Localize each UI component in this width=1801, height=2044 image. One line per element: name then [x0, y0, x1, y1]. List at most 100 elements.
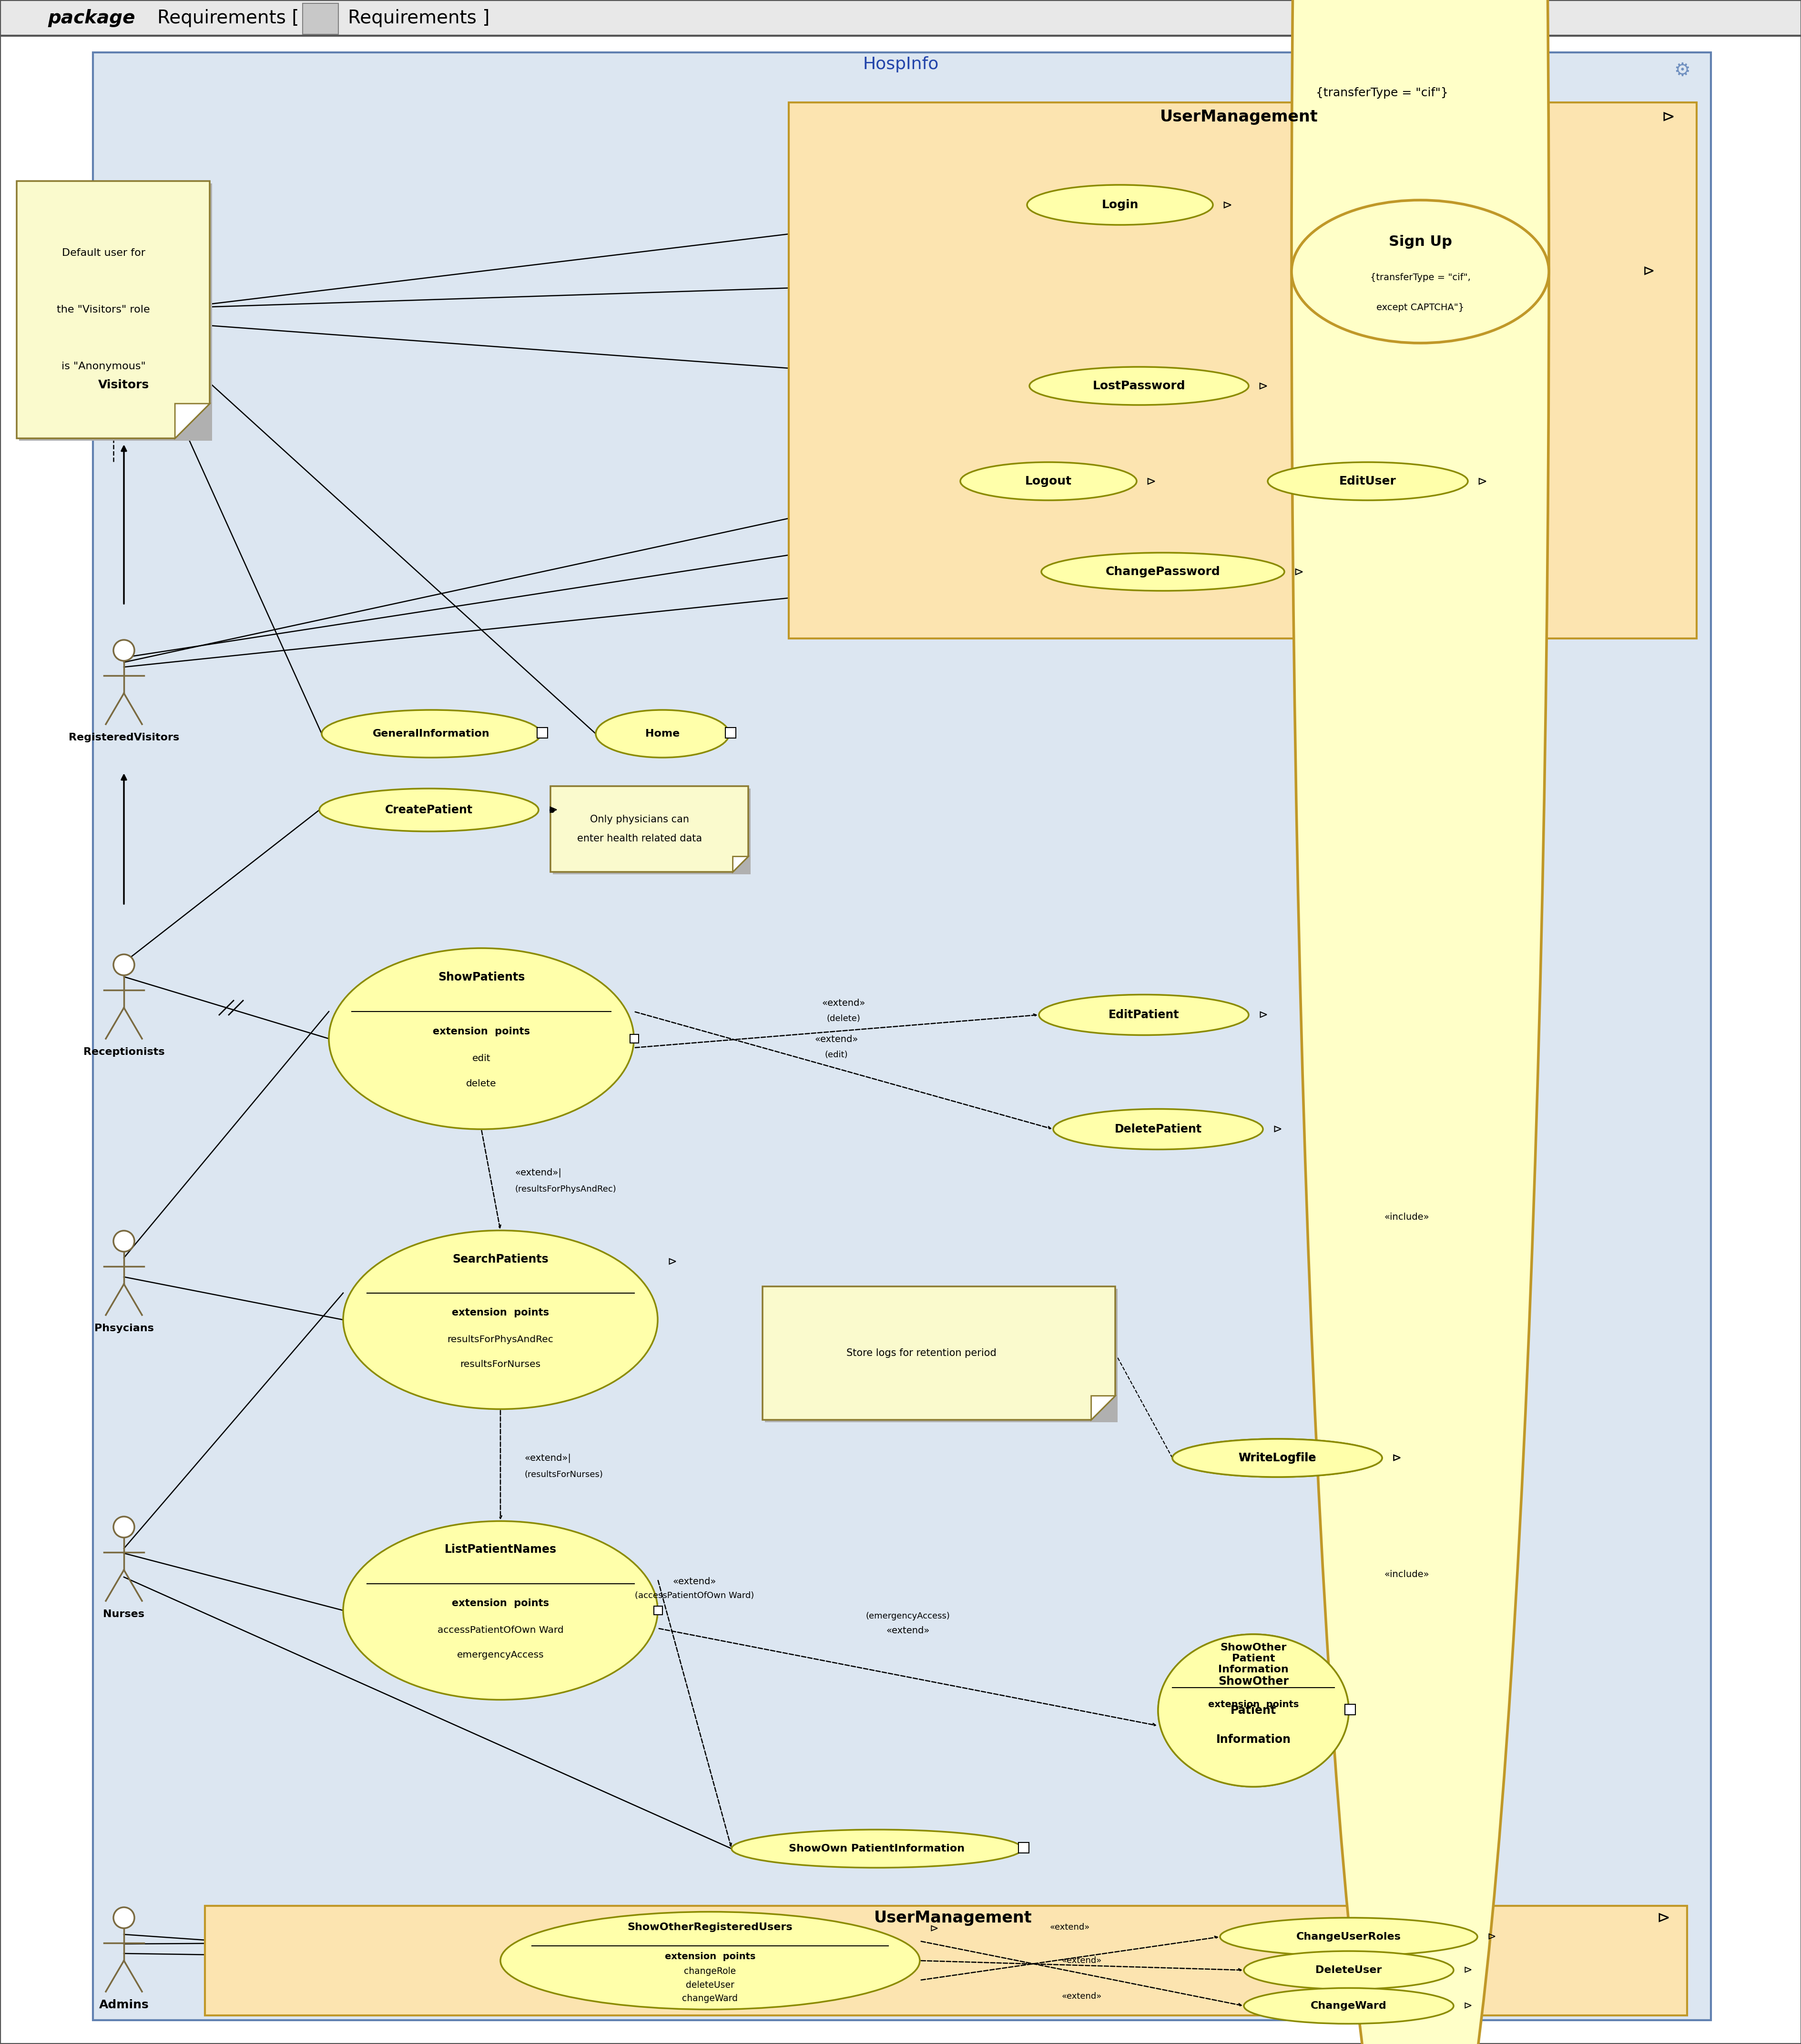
Ellipse shape	[342, 1230, 657, 1408]
Ellipse shape	[330, 948, 634, 1128]
Text: Default user for: Default user for	[61, 247, 146, 258]
Text: ⊳: ⊳	[666, 1255, 677, 1267]
Text: accessPatientOfOwn Ward: accessPatientOfOwn Ward	[438, 1625, 564, 1635]
Circle shape	[113, 1230, 135, 1251]
Circle shape	[113, 955, 135, 975]
Text: except CAPTCHA"}: except CAPTCHA"}	[1376, 303, 1464, 313]
Text: ⊳: ⊳	[1488, 1932, 1497, 1942]
Text: Requirements ]: Requirements ]	[348, 8, 490, 27]
Text: «include»: «include»	[1385, 1212, 1430, 1222]
Text: ⊳: ⊳	[1462, 1966, 1471, 1975]
Text: ChangeUserRoles: ChangeUserRoles	[1297, 1932, 1401, 1942]
Text: edit: edit	[472, 1055, 490, 1063]
Ellipse shape	[1054, 1110, 1263, 1149]
Text: CreatePatient: CreatePatient	[385, 803, 472, 816]
Ellipse shape	[1158, 1635, 1349, 1786]
Circle shape	[113, 1517, 135, 1537]
Text: ⊳: ⊳	[1392, 1451, 1401, 1464]
Ellipse shape	[501, 1911, 920, 2009]
Ellipse shape	[1028, 366, 1248, 405]
Text: emergencyAccess: emergencyAccess	[457, 1652, 544, 1660]
Text: package: package	[47, 8, 135, 27]
Text: «extend»: «extend»	[1050, 1923, 1090, 1932]
Polygon shape	[16, 182, 209, 437]
Text: Only physicians can: Only physicians can	[589, 816, 688, 824]
Text: WriteLogfile: WriteLogfile	[1237, 1451, 1317, 1464]
Text: Visitors: Visitors	[99, 380, 149, 390]
Text: Nurses: Nurses	[103, 1609, 144, 1619]
Text: «extend»: «extend»	[672, 1578, 717, 1586]
Text: DeletePatient: DeletePatient	[1115, 1124, 1201, 1134]
Text: ShowOtherRegisteredUsers: ShowOtherRegisteredUsers	[627, 1923, 792, 1932]
Text: ⊳: ⊳	[1293, 566, 1304, 578]
Bar	[20, 184, 213, 442]
Bar	[1018, 1842, 1028, 1854]
Text: ⊳: ⊳	[1477, 476, 1488, 486]
Text: HospInfo: HospInfo	[863, 57, 938, 72]
Text: «extend»|: «extend»|	[515, 1167, 562, 1177]
Text: is "Anonymous": is "Anonymous"	[61, 362, 146, 372]
Text: SearchPatients: SearchPatients	[452, 1253, 548, 1265]
Text: resultsForNurses: resultsForNurses	[459, 1359, 540, 1369]
Text: extension  points: extension points	[452, 1308, 549, 1318]
Polygon shape	[1091, 1396, 1115, 1421]
Text: Logout: Logout	[1025, 476, 1072, 486]
Bar	[553, 789, 751, 875]
Text: deleteUser: deleteUser	[686, 1981, 735, 1989]
Text: ⊳: ⊳	[1257, 1010, 1268, 1020]
Ellipse shape	[1041, 552, 1284, 591]
Text: (emergencyAccess): (emergencyAccess)	[866, 1613, 949, 1621]
Ellipse shape	[1027, 184, 1212, 225]
Ellipse shape	[596, 709, 729, 758]
Text: «extend»: «extend»	[814, 1034, 857, 1044]
Text: (accessPatientOfOwn Ward): (accessPatientOfOwn Ward)	[634, 1592, 755, 1600]
Text: «extend»: «extend»	[1061, 1956, 1102, 1964]
Bar	[303, 4, 339, 35]
Bar	[1345, 1707, 1353, 1715]
Bar	[765, 1290, 1117, 1423]
Text: UserManagement: UserManagement	[873, 1909, 1032, 1925]
Text: extension  points: extension points	[665, 1952, 755, 1962]
Ellipse shape	[1172, 1439, 1381, 1478]
Bar	[94, 53, 1711, 2019]
Bar	[630, 1034, 638, 1042]
Text: DeleteUser: DeleteUser	[1315, 1966, 1381, 1975]
Text: LostPassword: LostPassword	[1093, 380, 1185, 392]
Text: Patient: Patient	[1230, 1705, 1275, 1717]
Text: «include»: «include»	[1385, 1570, 1430, 1580]
Text: «extend»: «extend»	[886, 1627, 929, 1635]
Bar	[1345, 1705, 1354, 1715]
Bar	[537, 728, 548, 738]
Text: Home: Home	[645, 730, 679, 738]
Circle shape	[113, 288, 135, 309]
Ellipse shape	[960, 462, 1136, 501]
Text: ⊳: ⊳	[1221, 198, 1232, 211]
Bar	[726, 728, 735, 738]
Text: ShowOther: ShowOther	[1217, 1676, 1288, 1686]
Ellipse shape	[1243, 1952, 1453, 1989]
Text: ListPatientNames: ListPatientNames	[445, 1543, 557, 1555]
Text: ⊳: ⊳	[1257, 380, 1268, 392]
Text: ⚙: ⚙	[1673, 61, 1689, 80]
Ellipse shape	[1291, 200, 1549, 343]
Text: Information: Information	[1216, 1733, 1291, 1746]
Text: (resultsForNurses): (resultsForNurses)	[524, 1470, 603, 1480]
Polygon shape	[762, 1286, 1115, 1421]
Text: Receptionists: Receptionists	[83, 1047, 164, 1057]
Text: Sign Up: Sign Up	[1389, 235, 1452, 249]
Text: ShowOther
Patient
Information: ShowOther Patient Information	[1217, 1643, 1288, 1674]
Text: {transferType = "cif"}: {transferType = "cif"}	[1315, 88, 1448, 98]
Circle shape	[113, 640, 135, 660]
Text: the "Visitors" role: the "Visitors" role	[58, 305, 149, 315]
Text: WriteLogfile: WriteLogfile	[1237, 1451, 1317, 1464]
Polygon shape	[733, 856, 747, 873]
Text: «extend»: «extend»	[1061, 1993, 1102, 2001]
Text: ⊳: ⊳	[1657, 1909, 1670, 1925]
Text: changeWard: changeWard	[683, 1995, 738, 2003]
Text: «extend»: «extend»	[821, 997, 864, 1008]
Text: EditPatient: EditPatient	[1108, 1010, 1180, 1020]
Ellipse shape	[1243, 1989, 1453, 2024]
Text: «extend»|: «extend»|	[524, 1453, 571, 1464]
Circle shape	[113, 1907, 135, 1927]
Ellipse shape	[1039, 995, 1248, 1034]
